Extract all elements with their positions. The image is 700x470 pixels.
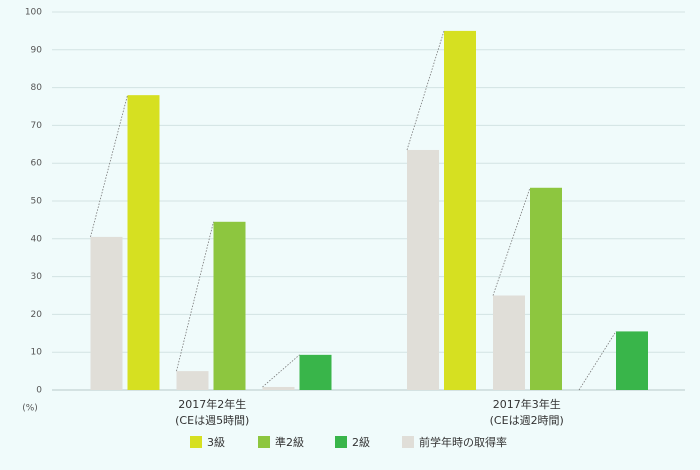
y-tick-label: 80: [31, 83, 43, 93]
bar: [127, 95, 160, 390]
x-tick-label: 2017年2年生: [178, 397, 246, 411]
y-tick-label: 60: [31, 159, 43, 169]
y-tick-label: 100: [25, 8, 42, 18]
y-tick-label: 20: [31, 310, 43, 320]
bar: [299, 354, 332, 390]
previous-bar: [493, 295, 525, 390]
legend-label: 前学年時の取得率: [419, 435, 507, 449]
previous-bar: [176, 371, 209, 390]
legend-label: 3級: [207, 436, 225, 449]
change-connector: [492, 187, 531, 296]
y-tick-label: 30: [31, 272, 43, 282]
x-tick-label: (CEは週5時間): [175, 414, 249, 427]
legend-swatch: [335, 436, 347, 448]
legend-swatch: [402, 436, 414, 448]
y-tick-label: 90: [31, 45, 43, 55]
change-connector: [90, 95, 128, 238]
x-tick-label: 2017年3年生: [493, 397, 561, 411]
legend-label: 2級: [352, 436, 370, 449]
previous-bar: [262, 386, 295, 390]
legend-label: 準2級: [275, 435, 304, 449]
bar: [530, 187, 562, 390]
change-connector: [262, 354, 300, 388]
y-tick-label: 10: [31, 348, 43, 358]
x-tick-label: (CEは週2時間): [490, 414, 564, 427]
y-tick-label: 40: [31, 234, 43, 244]
legend-swatch: [258, 436, 270, 448]
previous-bar: [90, 236, 123, 390]
legend-swatch: [190, 436, 202, 448]
bar: [213, 221, 246, 390]
y-tick-label: 70: [31, 121, 43, 131]
bar: [444, 30, 476, 391]
previous-bar: [407, 149, 439, 390]
y-tick-label: 0: [36, 386, 42, 396]
y-tick-label: 50: [31, 197, 43, 207]
unit-label: (%): [22, 404, 38, 414]
bar: [616, 331, 648, 390]
change-connector: [578, 331, 617, 391]
